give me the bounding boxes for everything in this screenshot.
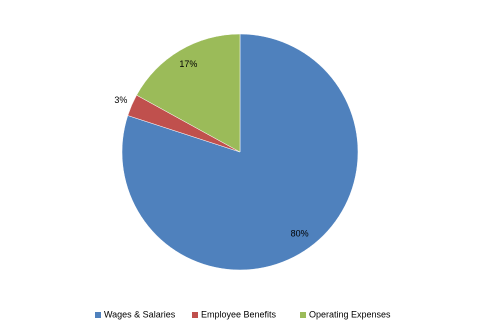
data-label: 3% [114,95,127,105]
legend-swatch [192,312,198,318]
legend-label: Wages & Salaries [104,309,176,319]
pie-slice [121,33,359,271]
legend-swatch [300,312,306,318]
data-label: 17% [179,59,197,69]
pie-slice [136,33,241,153]
legend-label: Employee Benefits [201,309,277,319]
data-label: 80% [291,228,309,238]
legend-label: Operating Expenses [309,309,391,319]
legend-swatch [95,312,101,318]
